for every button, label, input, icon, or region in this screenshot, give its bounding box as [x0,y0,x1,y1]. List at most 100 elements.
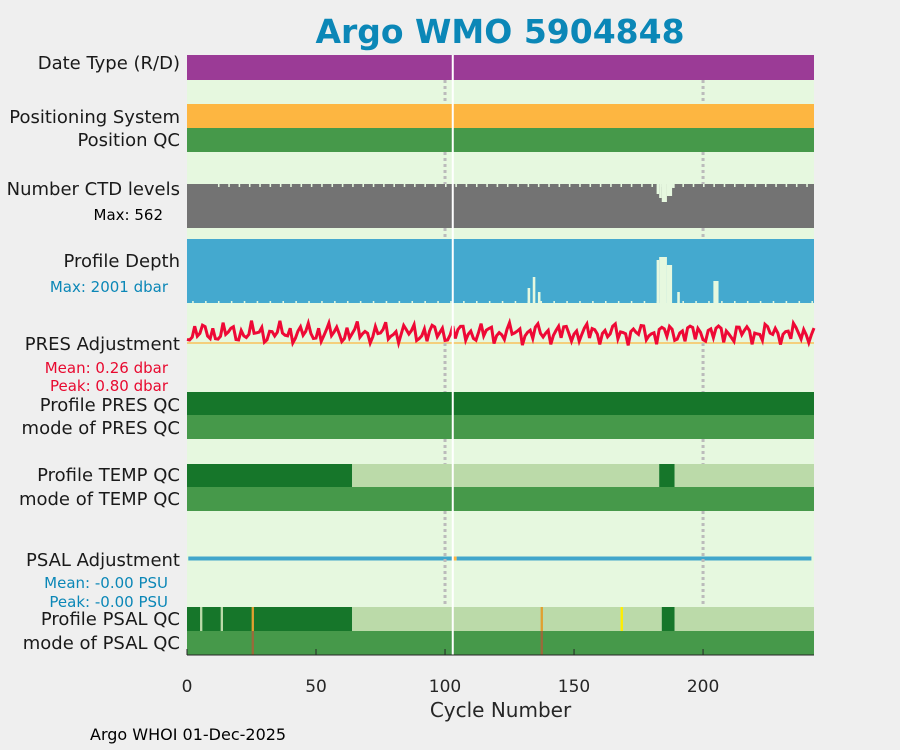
depth-notch [282,301,285,303]
ctd-notch [269,184,272,187]
x-axis-label: Cycle Number [430,698,572,722]
depth-notch [475,301,478,303]
ctd-notch [445,184,447,187]
mode-pres-qc-band [187,415,814,439]
ctd-notch [754,184,757,187]
ctd-notch [744,184,746,187]
ctd-notch [795,184,798,187]
ctd-notch [331,184,334,187]
depth-notch [321,301,323,303]
ctd-notch [641,184,643,187]
depth-notch [566,301,568,303]
row-labels: Date Type (R/D) Positioning SystemPositio… [7,53,180,654]
label-profile-psal-qc: Profile PSAL QC [41,609,180,630]
depth-notch [385,301,388,303]
psal-qc-segment-2 [661,607,675,631]
ctd-levels-area [187,184,814,228]
ctd-notch [465,184,468,187]
depth-gap [713,281,719,303]
ctd-notch [279,184,282,187]
depth-notch [605,301,607,303]
psal-qc-mark-2 [251,607,254,631]
depth-notch [514,301,517,303]
ctd-notch [785,184,788,187]
ctd-notch [217,184,220,187]
ctd-notch [238,184,241,187]
pres-adjustment-line [186,317,816,349]
temp-qc-segment-3 [674,464,814,487]
ctd-notch [548,184,550,187]
depth-gap [656,260,660,303]
label-date-type: Date Type (R/D) [38,53,180,74]
x-tick-label: 100 [429,677,461,697]
depth-notch [643,301,646,303]
depth-notch [811,301,813,303]
depth-notch [359,301,362,303]
ctd-notch [723,184,726,187]
annot-pres-peak: Peak: 0.80 dbar [50,377,169,395]
ctd-notch [599,184,602,187]
depth-notch [772,301,775,303]
psal-qc-mark-1 [220,607,223,631]
mode-psal-qc-band [187,631,814,655]
mode-psal-qc-mark-1 [540,631,543,655]
depth-notch [398,301,401,303]
depth-notch [192,301,194,303]
label-psal-adjustment: PSAL Adjustment [26,550,180,571]
ctd-notch [248,184,251,187]
label-profile-pres-qc: Profile PRES QC [40,395,180,416]
depth-notch [708,301,710,303]
profile-depth-area [187,239,814,303]
ctd-notch [610,184,612,187]
psal-qc-segment-1 [352,607,662,631]
annot-psal-mean: Mean: -0.00 PSU [44,574,168,592]
psal-qc-mark-3 [540,607,543,631]
ctd-notch [486,184,488,187]
ctd-notch [259,184,261,187]
profile-pres-qc-band [187,392,814,415]
depth-notch [540,301,543,303]
depth-notch [346,301,349,303]
depth-notch [295,301,297,303]
annot-pres-mean: Mean: 0.26 dbar [45,359,169,377]
depth-notch [682,301,684,303]
depth-notch [269,301,272,303]
depth-notch [501,301,504,303]
ctd-notch [692,184,695,187]
depth-notch [553,301,555,303]
label-mode-psal-qc: mode of PSAL QC [23,633,180,654]
ctd-notch [372,184,375,187]
chart-marks [186,55,816,655]
ctd-dip [661,184,667,202]
annot-depth-max: Max: 2001 dbar [50,278,169,296]
depth-notch [230,301,233,303]
chart-title: Argo WMO 5904848 [315,12,685,51]
depth-notch [205,301,207,303]
depth-notch [437,301,439,303]
depth-notch [463,301,465,303]
date-type-band [187,55,814,80]
x-tick-label: 200 [687,677,719,697]
ctd-notch [393,184,395,187]
x-tick-label: 50 [305,677,327,697]
ctd-notch [321,184,323,187]
depth-notch [488,301,491,303]
ctd-notch [775,184,777,187]
psal-qc-segment-0 [187,607,353,631]
ctd-notch [290,184,292,187]
ctd-notch [424,184,426,187]
x-tick-label: 150 [558,677,590,697]
temp-qc-segment-0 [187,464,353,487]
depth-notch [411,301,414,303]
x-axis: 0 50 100 150 200 Cycle Number [182,649,814,722]
depth-notch [217,301,220,303]
label-pres-adjustment: PRES Adjustment [25,334,180,355]
ctd-notch [300,184,303,187]
ctd-notch [589,184,592,187]
mode-psal-qc-mark-0 [251,631,254,655]
depth-notch [721,301,723,303]
ctd-notch [352,184,354,187]
ctd-dip [672,184,675,188]
ctd-notch [764,184,767,187]
ctd-notch [806,184,808,187]
